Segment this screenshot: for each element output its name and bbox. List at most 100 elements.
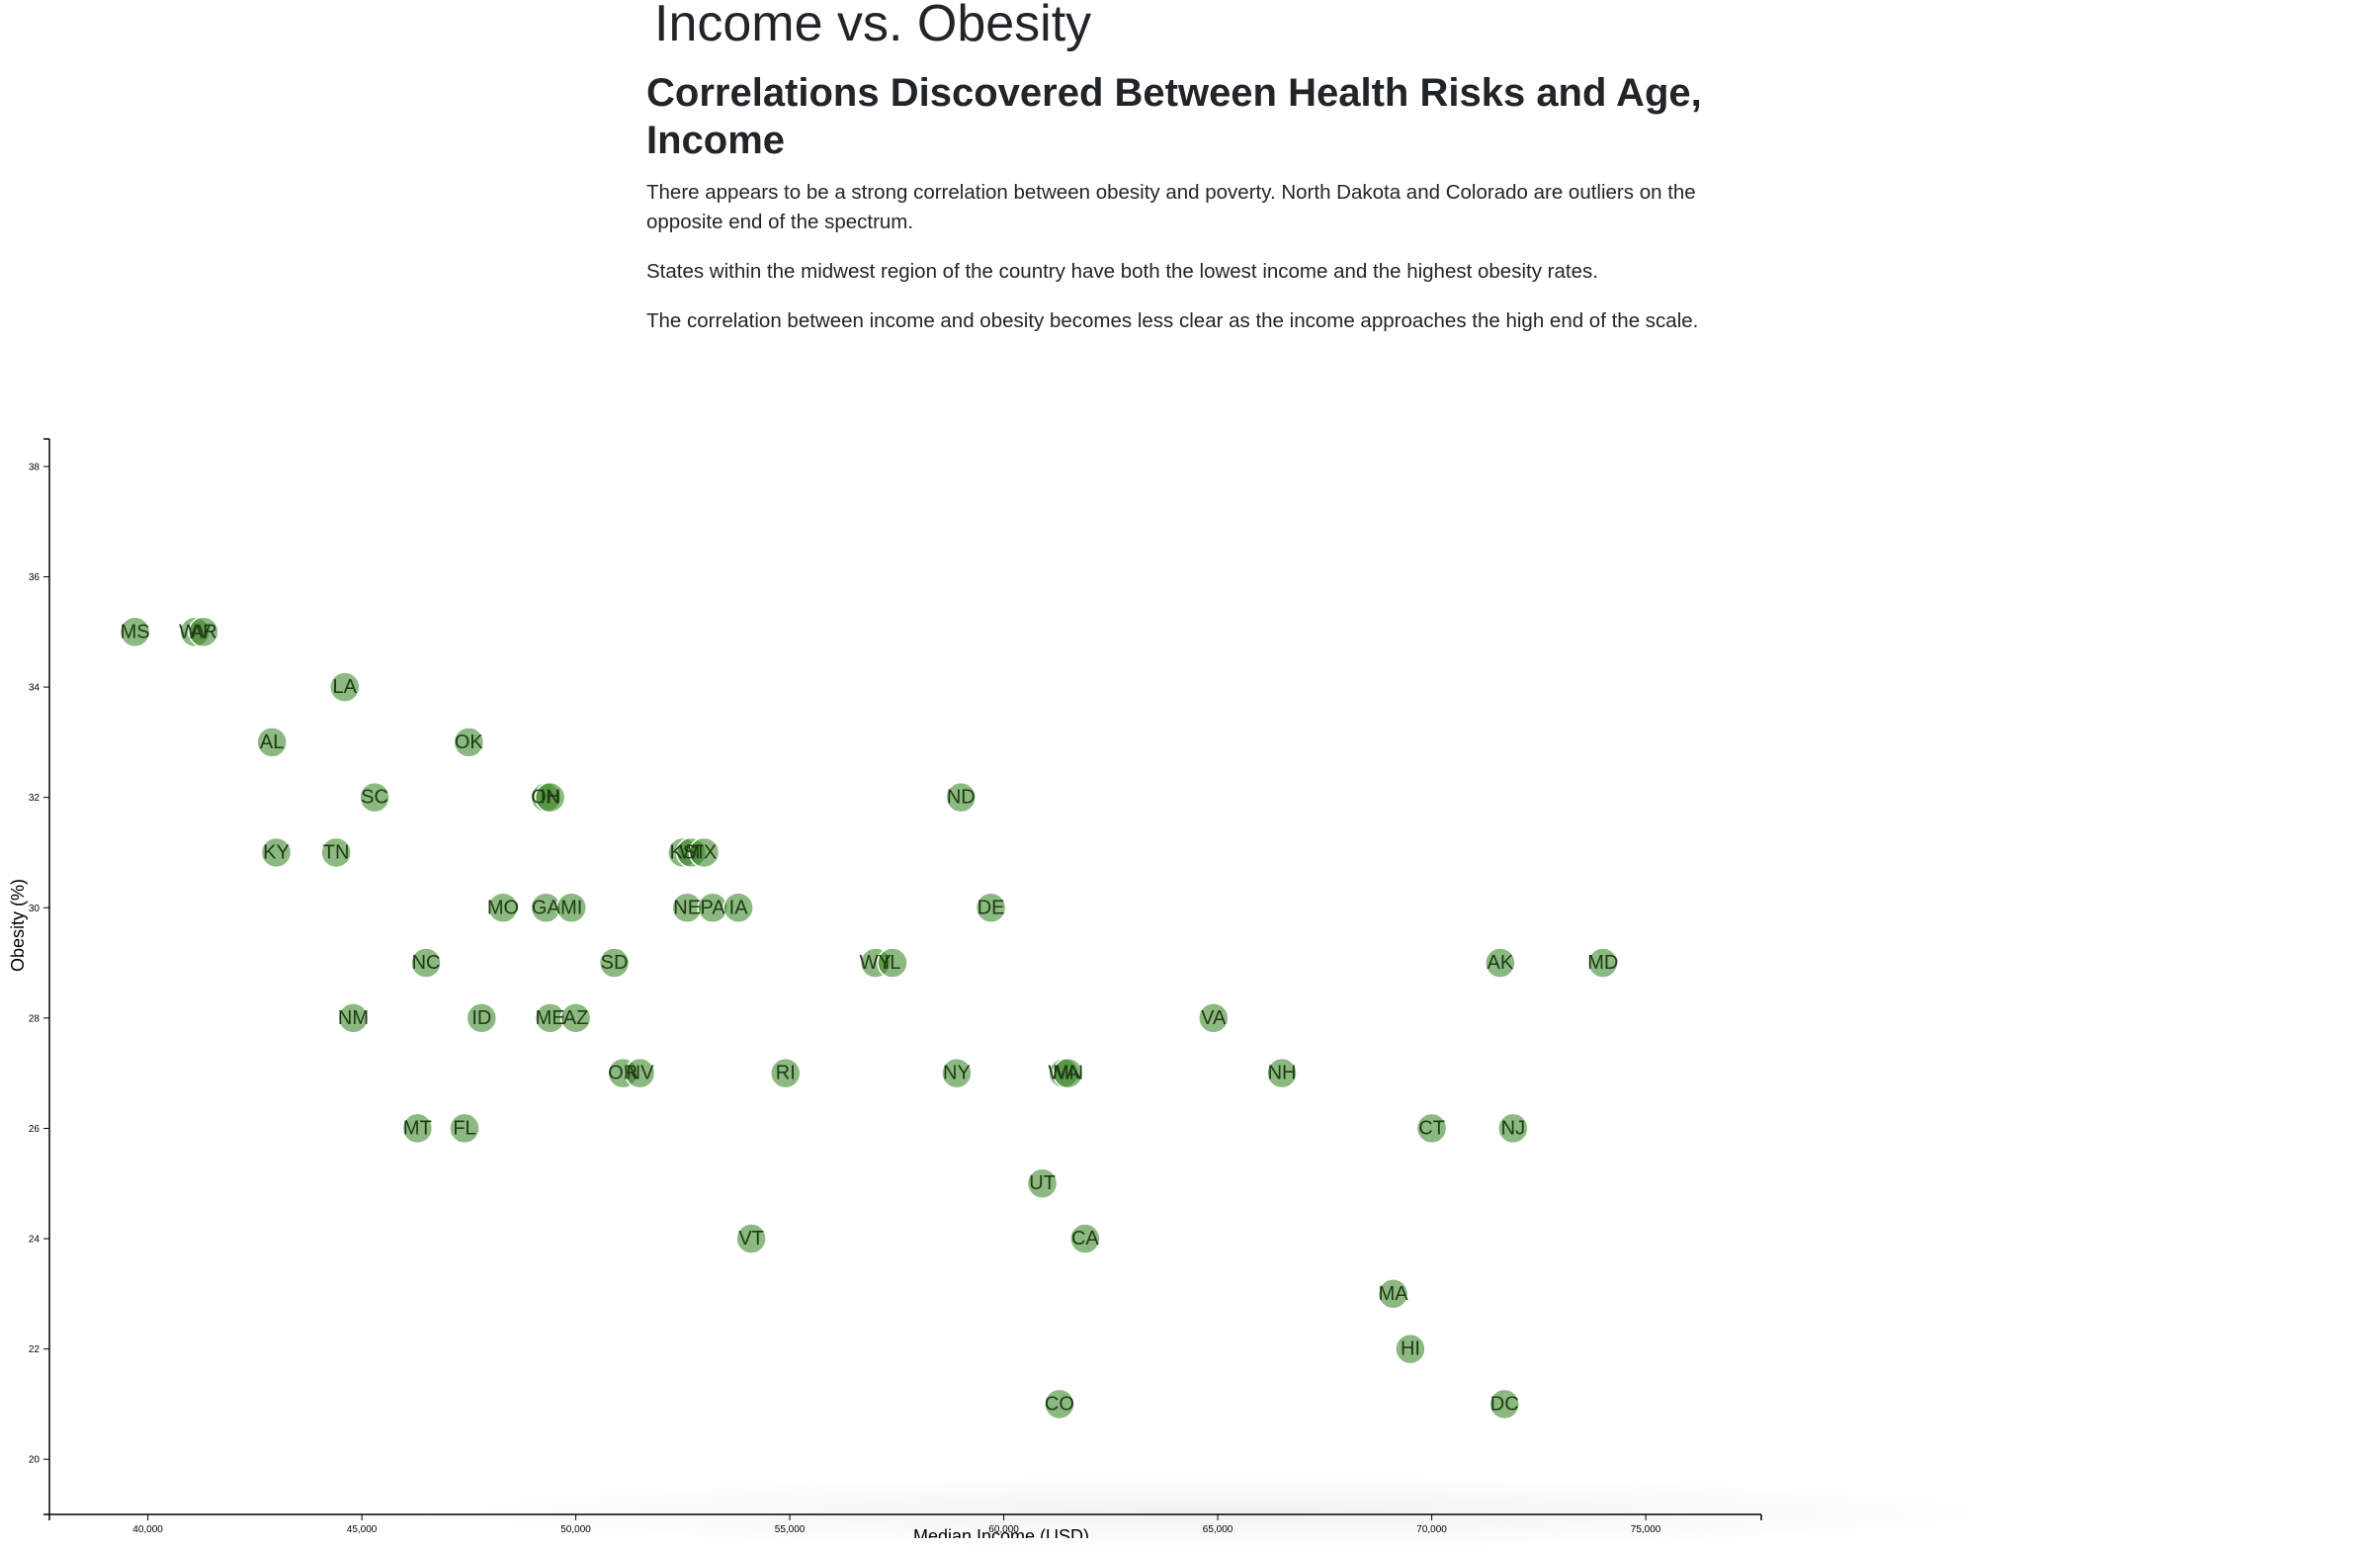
page-title: Income vs. Obesity xyxy=(654,0,1092,52)
state-label-mo: MO xyxy=(487,897,519,918)
state-label-dc: DC xyxy=(1490,1393,1519,1415)
state-point-md[interactable] xyxy=(1587,947,1619,979)
state-point-ms[interactable] xyxy=(119,616,151,648)
state-label-tn: TN xyxy=(323,841,350,863)
state-label-de: DE xyxy=(978,897,1005,918)
state-point-sd[interactable] xyxy=(598,947,631,979)
state-label-in: IN xyxy=(541,787,560,809)
state-point-nc[interactable] xyxy=(410,947,442,979)
state-label-nj: NJ xyxy=(1501,1117,1525,1139)
state-label-sd: SD xyxy=(601,952,629,974)
y-axis-title: Obesity (%) xyxy=(8,879,28,972)
state-label-mi: MI xyxy=(560,897,582,918)
state-label-az: AZ xyxy=(563,1007,589,1029)
state-point-nj[interactable] xyxy=(1497,1112,1529,1145)
x-tick-label: 45,000 xyxy=(347,1524,378,1535)
state-label-nv: NV xyxy=(627,1063,654,1084)
state-point-ri[interactable] xyxy=(770,1057,802,1089)
state-label-sc: SC xyxy=(361,787,388,809)
state-point-mo[interactable] xyxy=(487,892,519,924)
state-label-ia: IA xyxy=(729,897,749,918)
state-label-pa: PA xyxy=(701,897,726,918)
state-point-dc[interactable] xyxy=(1488,1388,1520,1421)
state-point-va[interactable] xyxy=(1198,1002,1230,1034)
state-point-de[interactable] xyxy=(975,892,1007,924)
x-tick-label: 50,000 xyxy=(560,1524,591,1535)
y-tick-label: 22 xyxy=(29,1344,41,1355)
state-point-sc[interactable] xyxy=(359,781,390,814)
state-point-ny[interactable] xyxy=(941,1057,973,1089)
state-label-nd: ND xyxy=(947,787,976,809)
x-axis-title: Median Income (USD) xyxy=(913,1526,1089,1538)
state-label-nc: NC xyxy=(412,952,441,974)
state-point-ar[interactable] xyxy=(188,616,219,648)
x-tick-label: 75,000 xyxy=(1631,1524,1661,1535)
state-label-ga: GA xyxy=(532,897,561,918)
state-point-co[interactable] xyxy=(1044,1388,1075,1421)
state-point-mt[interactable] xyxy=(401,1112,434,1145)
state-label-la: LA xyxy=(333,676,358,698)
state-point-tn[interactable] xyxy=(320,836,352,869)
state-label-oh: OH xyxy=(531,787,560,809)
state-label-wa: WA xyxy=(1048,1063,1079,1084)
state-point-nd[interactable] xyxy=(945,781,978,814)
y-tick-label: 26 xyxy=(29,1124,41,1135)
state-label-or: OR xyxy=(608,1063,638,1084)
state-point-vt[interactable] xyxy=(735,1223,767,1254)
x-tick-label: 60,000 xyxy=(988,1524,1019,1535)
x-tick-label: 40,000 xyxy=(132,1524,163,1535)
x-tick-label: 70,000 xyxy=(1416,1524,1447,1535)
state-label-mn: MN xyxy=(1053,1063,1083,1084)
state-point-mn[interactable] xyxy=(1052,1057,1084,1089)
x-tick-label: 55,000 xyxy=(775,1524,806,1535)
state-point-id[interactable] xyxy=(466,1002,498,1034)
state-label-wv: WV xyxy=(179,621,212,643)
state-point-mi[interactable] xyxy=(555,892,588,924)
state-label-tx: TX xyxy=(692,841,718,863)
state-point-az[interactable] xyxy=(559,1002,592,1034)
state-point-nv[interactable] xyxy=(624,1057,656,1089)
state-point-ia[interactable] xyxy=(722,892,754,924)
state-label-ca: CA xyxy=(1071,1228,1099,1250)
x-tick-label: 65,000 xyxy=(1203,1524,1233,1535)
state-label-ut: UT xyxy=(1029,1172,1056,1194)
state-point-fl[interactable] xyxy=(449,1112,480,1145)
state-label-co: CO xyxy=(1045,1393,1074,1415)
state-label-ri: RI xyxy=(776,1063,796,1084)
state-label-ks: KS xyxy=(669,841,696,863)
state-label-wy: WY xyxy=(860,952,892,974)
state-point-hi[interactable] xyxy=(1395,1333,1426,1365)
page-subtitle: Correlations Discovered Between Health R… xyxy=(646,71,1702,162)
state-point-ma[interactable] xyxy=(1377,1278,1409,1310)
state-point-in[interactable] xyxy=(534,781,566,814)
state-label-ok: OK xyxy=(455,732,484,753)
state-point-al[interactable] xyxy=(256,727,288,758)
state-label-id: ID xyxy=(471,1007,491,1029)
state-label-nm: NM xyxy=(338,1007,369,1029)
state-point-ky[interactable] xyxy=(260,836,293,869)
y-tick-label: 24 xyxy=(29,1235,41,1246)
state-point-la[interactable] xyxy=(329,671,361,703)
y-tick-label: 20 xyxy=(29,1455,41,1466)
state-label-hi: HI xyxy=(1401,1338,1420,1360)
state-label-ny: NY xyxy=(943,1063,971,1084)
state-label-wi: WI xyxy=(679,841,703,863)
state-point-il[interactable] xyxy=(877,947,908,979)
state-label-ne: NE xyxy=(673,897,701,918)
state-point-ca[interactable] xyxy=(1069,1223,1101,1254)
state-label-me: ME xyxy=(536,1007,565,1029)
state-point-nm[interactable] xyxy=(337,1002,370,1034)
y-tick-label: 28 xyxy=(29,1013,41,1024)
state-label-al: AL xyxy=(260,732,284,753)
state-point-ok[interactable] xyxy=(453,727,485,758)
state-point-ut[interactable] xyxy=(1026,1167,1059,1199)
state-point-ak[interactable] xyxy=(1485,947,1516,979)
state-label-ak: AK xyxy=(1488,952,1514,974)
state-point-tx[interactable] xyxy=(688,836,721,869)
state-point-ct[interactable] xyxy=(1415,1112,1448,1145)
state-point-nh[interactable] xyxy=(1266,1057,1298,1089)
y-tick-label: 34 xyxy=(29,683,41,694)
state-label-ky: KY xyxy=(263,841,290,863)
